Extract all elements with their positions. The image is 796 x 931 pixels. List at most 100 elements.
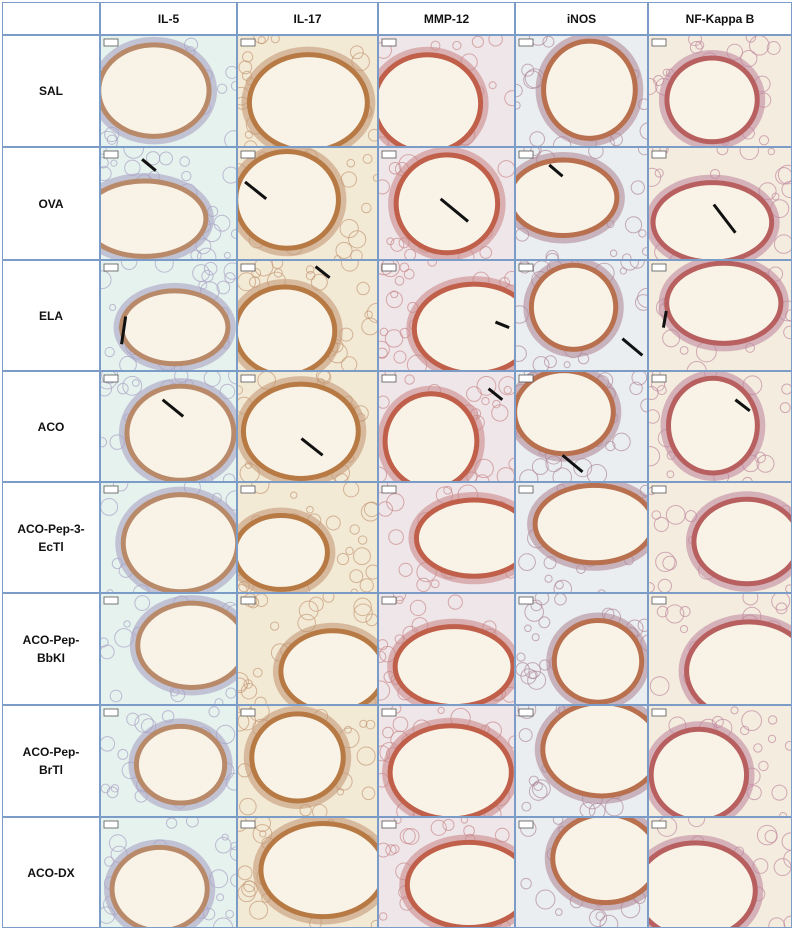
row-label: OVA <box>2 147 100 260</box>
micrograph-image <box>379 372 514 481</box>
texture <box>758 135 770 146</box>
texture <box>742 476 753 481</box>
texture <box>630 180 645 195</box>
texture <box>109 689 123 703</box>
texture <box>133 723 228 806</box>
texture <box>753 743 763 753</box>
row-label: ACO-Pep-3-EcTl <box>2 482 100 593</box>
texture <box>379 52 484 146</box>
texture <box>479 246 493 259</box>
texture <box>476 375 497 396</box>
texture <box>117 748 129 760</box>
texture <box>516 372 616 457</box>
texture <box>622 253 632 259</box>
texture <box>649 834 764 927</box>
texture <box>691 496 791 587</box>
texture <box>393 350 407 364</box>
micrograph <box>378 705 515 817</box>
texture <box>739 148 759 161</box>
texture <box>649 676 670 696</box>
texture <box>649 726 750 816</box>
texture <box>379 347 388 359</box>
micrograph <box>100 482 237 593</box>
texture <box>362 153 373 164</box>
texture <box>553 579 573 592</box>
texture <box>781 383 791 395</box>
texture <box>649 840 758 927</box>
texture <box>588 148 604 159</box>
texture <box>249 900 269 920</box>
micrograph <box>515 705 648 817</box>
texture <box>631 372 647 386</box>
texture <box>599 914 619 927</box>
micrograph-image <box>649 372 791 481</box>
texture <box>240 596 256 605</box>
texture <box>767 148 776 156</box>
texture <box>665 504 686 525</box>
texture <box>192 264 210 282</box>
micrograph-image <box>238 706 377 816</box>
texture <box>634 294 647 311</box>
texture <box>624 216 643 234</box>
column-header: IL-17 <box>237 2 378 35</box>
texture <box>656 385 667 396</box>
texture <box>381 485 397 494</box>
texture <box>238 513 330 592</box>
texture <box>666 470 675 479</box>
texture <box>766 41 781 55</box>
texture <box>349 524 360 535</box>
texture <box>305 265 315 274</box>
texture <box>221 833 229 841</box>
texture <box>503 385 512 395</box>
micrograph <box>648 371 792 482</box>
texture <box>333 255 342 259</box>
arrow <box>494 320 510 329</box>
texture <box>228 372 236 385</box>
micrograph <box>515 147 648 260</box>
texture <box>213 214 231 232</box>
texture <box>379 466 388 481</box>
column-header: NF-Kappa B <box>648 2 792 35</box>
texture <box>124 383 236 481</box>
texture <box>679 345 689 355</box>
texture <box>119 355 137 370</box>
texture <box>783 325 791 340</box>
texture <box>381 150 397 159</box>
texture <box>238 60 253 75</box>
texture <box>498 376 514 396</box>
texture <box>238 385 243 395</box>
texture <box>516 345 527 362</box>
texture <box>388 529 404 545</box>
texture <box>399 262 410 273</box>
texture <box>779 402 791 414</box>
texture <box>239 797 257 816</box>
texture <box>716 148 729 156</box>
texture <box>767 715 778 725</box>
micrograph-image <box>379 36 514 146</box>
texture <box>224 272 236 284</box>
texture <box>379 395 390 409</box>
texture <box>756 824 778 846</box>
micrograph-image <box>238 818 377 927</box>
texture <box>335 241 353 259</box>
micrograph <box>515 371 648 482</box>
texture <box>516 83 523 98</box>
texture <box>620 261 640 271</box>
texture <box>379 340 390 358</box>
micrograph-image <box>238 372 377 481</box>
arrow <box>300 437 324 457</box>
texture <box>101 36 218 145</box>
texture <box>101 437 108 448</box>
texture <box>619 267 627 275</box>
texture <box>223 262 236 280</box>
texture <box>339 218 359 239</box>
texture <box>771 594 791 611</box>
micrograph <box>237 482 378 593</box>
row-label-text: SAL <box>39 84 63 98</box>
texture <box>101 156 109 169</box>
texture <box>496 467 514 481</box>
texture <box>103 596 119 605</box>
texture <box>246 52 370 146</box>
texture <box>101 736 116 752</box>
row-label-text: ACO-Pep-BrTl <box>22 745 80 777</box>
